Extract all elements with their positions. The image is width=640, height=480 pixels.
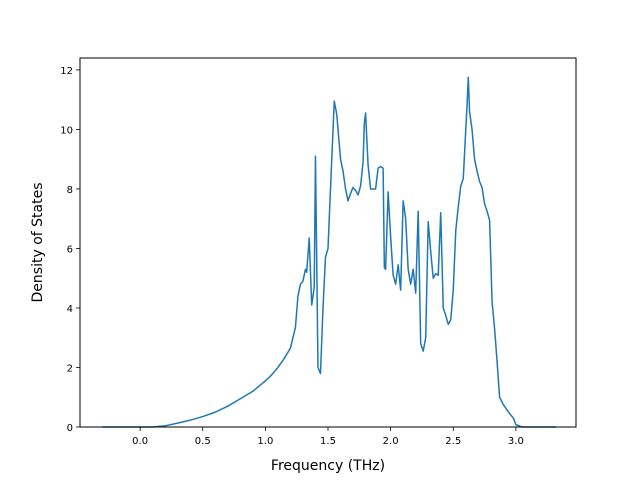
y-tick-label: 12 — [60, 66, 73, 77]
series-line-0 — [101, 76, 557, 428]
series-layer — [101, 76, 557, 428]
y-tick-label: 6 — [67, 244, 73, 255]
x-tick-label: 1.5 — [320, 436, 336, 447]
x-tick-label: 3.0 — [508, 436, 524, 447]
x-tick-label: 0.5 — [195, 436, 211, 447]
y-tick-label: 10 — [60, 125, 73, 136]
x-tick-label: 1.0 — [257, 436, 273, 447]
y-tick-label: 2 — [67, 363, 73, 374]
x-tick-label: 2.0 — [383, 436, 399, 447]
x-tick-label: 0.0 — [132, 436, 148, 447]
y-axis: 0 2 4 6 8 10 12 — [60, 66, 80, 434]
y-tick-label: 0 — [67, 423, 73, 434]
x-tick-label: 2.5 — [445, 436, 461, 447]
x-axis: 0.0 0.5 1.0 1.5 2.0 2.5 3.0 — [132, 427, 524, 447]
x-axis-label: Frequency (THz) — [271, 458, 385, 474]
y-tick-label: 8 — [67, 185, 73, 196]
y-axis-label: Density of States — [30, 183, 46, 303]
y-tick-label: 4 — [67, 304, 73, 315]
